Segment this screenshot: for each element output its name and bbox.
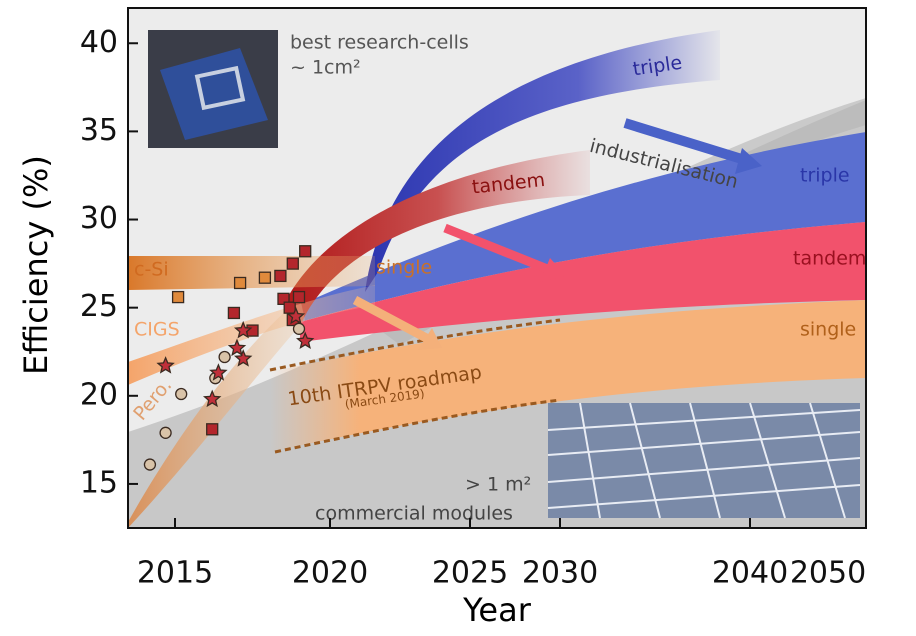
annotation: CIGS [134, 319, 180, 341]
point [258, 271, 272, 284]
x-tick-label: 2030 [522, 556, 598, 591]
annotation: c-Si [134, 259, 169, 281]
annotation: tandem [793, 248, 866, 270]
x-tick-label: 2050 [790, 556, 866, 591]
x-tick-label: 2025 [432, 556, 508, 591]
y-tick-label: 15 [80, 465, 118, 500]
point [206, 423, 219, 436]
point [171, 290, 185, 304]
point [227, 338, 247, 357]
point [233, 276, 247, 290]
y-axis-label: Efficiency (%) [17, 155, 55, 375]
point [277, 292, 290, 305]
x-tick-label: 2040 [712, 556, 788, 591]
annotation: single [800, 319, 856, 341]
point [218, 350, 231, 364]
point [292, 322, 306, 335]
point [292, 290, 306, 304]
point [283, 301, 296, 314]
annotation: single [376, 257, 432, 279]
point [156, 356, 175, 374]
plot-frame [127, 7, 867, 529]
point [202, 389, 222, 408]
point [143, 458, 157, 471]
point [233, 349, 253, 367]
annotation: triple [800, 165, 850, 187]
annotation: best research-cells [290, 32, 469, 54]
plot-background [128, 8, 866, 528]
y-tick-label: 25 [80, 289, 118, 324]
point [175, 387, 188, 401]
point [274, 269, 287, 283]
x-tick-label: 2015 [137, 556, 213, 591]
point [233, 320, 253, 339]
x-axis-label: Year [462, 591, 532, 629]
annotation: > 1 m² [465, 474, 531, 496]
point [296, 331, 315, 349]
x-tick-label: 2020 [292, 556, 368, 591]
y-tick-label: 20 [80, 377, 118, 412]
point [299, 245, 312, 258]
point [159, 426, 172, 439]
point [286, 257, 299, 270]
y-tick-label: 40 [80, 25, 118, 60]
point [227, 306, 241, 320]
annotation: ~ 1cm² [290, 57, 361, 79]
point [209, 363, 228, 381]
point [286, 306, 306, 325]
annotation: commercial modules [315, 503, 513, 525]
y-tick-label: 30 [80, 201, 118, 236]
y-tick-label: 35 [80, 113, 118, 148]
